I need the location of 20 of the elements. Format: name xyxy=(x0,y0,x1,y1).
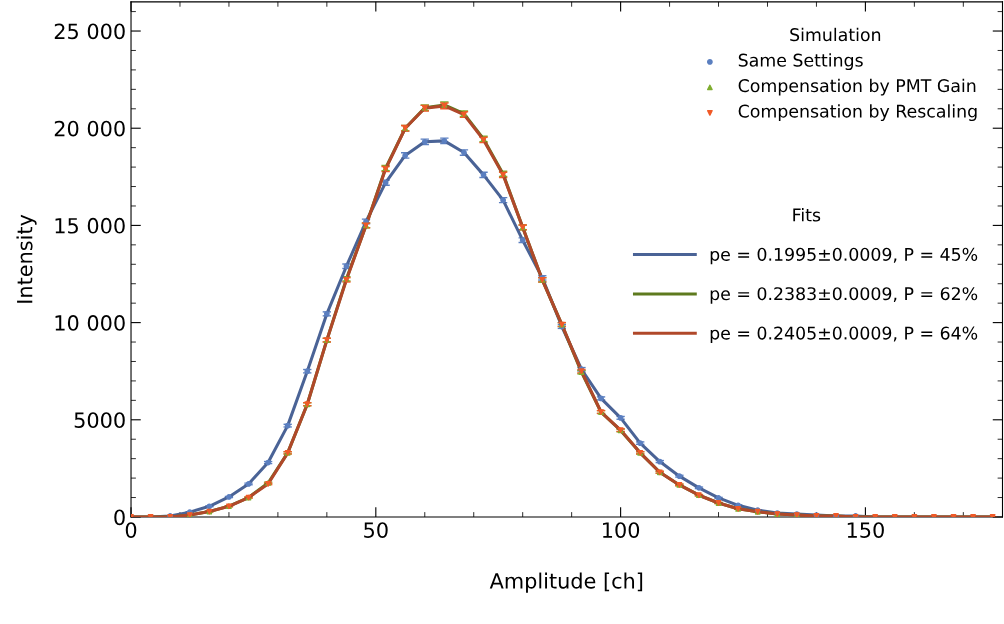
y-axis-title: Intensity xyxy=(16,214,37,303)
x-tick-label: 100 xyxy=(603,522,640,538)
legend-label: Compensation by Rescaling xyxy=(738,104,977,122)
legend-label: Same Settings xyxy=(738,53,863,71)
legend-label: pe = 0.1995±0.0009, P = 45% xyxy=(710,247,978,265)
y-tick-label: 15 000 xyxy=(55,217,125,234)
y-tick-label: 0 xyxy=(114,509,125,526)
x-tick-label: 50 xyxy=(364,522,388,538)
legend-title: Simulation xyxy=(790,27,881,42)
y-tick-label: 25 000 xyxy=(54,23,125,40)
y-tick-label: 10 000 xyxy=(55,315,125,331)
x-axis-title: Amplitude [ch] xyxy=(489,572,643,593)
annotation: Fits xyxy=(793,208,821,222)
legend-label: pe = 0.2383±0.0009, P = 62% xyxy=(710,287,978,304)
x-tick-label: 0 xyxy=(125,522,137,538)
x-tick-label: 150 xyxy=(847,522,884,538)
y-tick-label: 5000 xyxy=(74,412,125,428)
legend-label: pe = 0.2405±0.0009, P = 64% xyxy=(710,326,978,344)
legend-label: Compensation by PMT Gain xyxy=(738,78,976,96)
y-tick-label: 20 000 xyxy=(54,120,125,137)
